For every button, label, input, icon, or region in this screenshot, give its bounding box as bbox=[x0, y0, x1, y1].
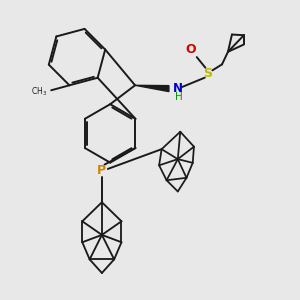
Text: CH$_3$: CH$_3$ bbox=[31, 85, 47, 98]
Text: S: S bbox=[204, 67, 213, 80]
Text: O: O bbox=[185, 43, 196, 56]
Text: P: P bbox=[97, 164, 106, 177]
Polygon shape bbox=[135, 85, 169, 92]
Text: H: H bbox=[175, 92, 183, 102]
Text: N: N bbox=[173, 82, 183, 95]
